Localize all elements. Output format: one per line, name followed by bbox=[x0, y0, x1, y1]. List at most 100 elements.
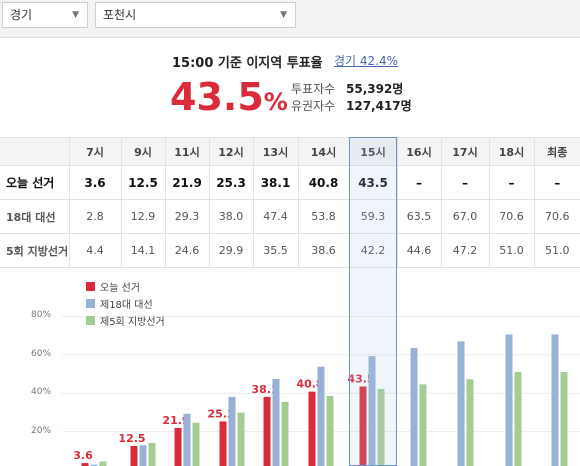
chart-bar bbox=[90, 464, 98, 466]
eligible-label: 유권자수 bbox=[291, 99, 336, 113]
table-row-today: 오늘 선거 3.6 12.5 21.9 25.3 38.1 40.8 43.5 … bbox=[0, 165, 580, 200]
table-cell: 21.9 bbox=[164, 165, 209, 200]
header-hour: 18시 bbox=[488, 137, 534, 166]
table-cell: 4.4 bbox=[68, 233, 121, 268]
table-row-5th-local: 5회 지방선거 4.4 14.1 24.6 29.9 35.5 38.6 42.… bbox=[0, 233, 580, 268]
city-select[interactable]: 포천시 ▼ bbox=[95, 2, 296, 28]
table-cell: 42.2 bbox=[348, 233, 397, 268]
region-select-bar: 경기 ▼ 포천시 ▼ bbox=[0, 0, 580, 38]
chart-bar bbox=[130, 446, 138, 466]
header-final: 최종 bbox=[533, 137, 580, 166]
chart-bar bbox=[237, 412, 245, 466]
data-label: 12.5 bbox=[118, 432, 145, 445]
chart-bar bbox=[272, 378, 280, 466]
legend-swatch bbox=[86, 316, 95, 325]
table-cell: 70.6 bbox=[533, 199, 580, 234]
legend-label: 제18대 대선 bbox=[100, 300, 153, 311]
table-cell: – bbox=[533, 165, 580, 200]
legend-swatch bbox=[86, 282, 95, 291]
table-cell: 29.3 bbox=[164, 199, 209, 234]
chart-bar bbox=[192, 422, 200, 466]
chart-bar bbox=[183, 413, 191, 466]
table-cell: 44.6 bbox=[396, 233, 441, 268]
table-cell: 2.8 bbox=[68, 199, 121, 234]
table-cell: 38.0 bbox=[208, 199, 253, 234]
table-cell: 25.3 bbox=[208, 165, 253, 200]
header-hour: 16시 bbox=[396, 137, 441, 166]
table-cell: 51.0 bbox=[533, 233, 580, 268]
chart-bar bbox=[317, 366, 325, 466]
chevron-down-icon: ▼ bbox=[72, 10, 79, 20]
chart-bar bbox=[551, 334, 559, 466]
chart-bar bbox=[368, 356, 376, 466]
header-hour: 12시 bbox=[208, 137, 253, 166]
header-hour: 17시 bbox=[440, 137, 489, 166]
table-header-row: 7시 9시 11시 12시 13시 14시 15시 16시 17시 18시 최종 bbox=[0, 137, 580, 166]
data-label: 40.8 bbox=[296, 378, 323, 391]
chart-bar bbox=[263, 396, 271, 466]
table-cell: – bbox=[440, 165, 489, 200]
table-cell: 53.8 bbox=[297, 199, 349, 234]
legend-swatch bbox=[86, 299, 95, 308]
table-cell: 38.1 bbox=[252, 165, 298, 200]
table-cell: 24.6 bbox=[164, 233, 209, 268]
table-cell: 12.9 bbox=[120, 199, 165, 234]
chart-bar bbox=[377, 388, 385, 466]
chart-legend: 오늘 선거 제18대 대선 제5회 지방선거 bbox=[86, 278, 165, 329]
chart-bar bbox=[228, 397, 236, 466]
chart-bar bbox=[99, 461, 107, 466]
y-tick-label: 60% bbox=[31, 348, 52, 359]
row-label: 18대 대선 bbox=[0, 199, 69, 234]
legend-item-18th-presidential: 제18대 대선 bbox=[86, 295, 165, 312]
header-hour: 13시 bbox=[252, 137, 298, 166]
province-select[interactable]: 경기 ▼ bbox=[2, 2, 88, 28]
turnout-rate-number: 43.5 bbox=[170, 75, 264, 119]
header-hour: 9시 bbox=[120, 137, 165, 166]
y-tick-label: 40% bbox=[31, 387, 52, 398]
table-cell: – bbox=[488, 165, 534, 200]
table-cell: 47.4 bbox=[252, 199, 298, 234]
legend-item-today: 오늘 선거 bbox=[86, 278, 165, 295]
chart-bar bbox=[174, 427, 182, 466]
table-row-18th-presidential: 18대 대선 2.8 12.9 29.3 38.0 47.4 53.8 59.3… bbox=[0, 199, 580, 234]
province-select-value: 경기 bbox=[10, 8, 33, 22]
table-cell: 70.6 bbox=[488, 199, 534, 234]
turnout-rate-unit: % bbox=[263, 88, 288, 116]
table-cell: 14.1 bbox=[120, 233, 165, 268]
turnout-chart: 3.6 12.5 21.9 25.3 38.1 40.8 43.5 bbox=[0, 276, 580, 466]
chart-bar bbox=[308, 391, 316, 466]
data-label: 38.1 bbox=[251, 383, 278, 396]
data-label: 3.6 bbox=[73, 449, 93, 462]
city-select-value: 포천시 bbox=[103, 8, 137, 22]
chart-bar bbox=[514, 372, 522, 466]
data-label: 43.5 bbox=[347, 372, 374, 385]
chart-bar bbox=[505, 334, 513, 466]
table-cell: 35.5 bbox=[252, 233, 298, 268]
y-tick-label: 80% bbox=[31, 310, 52, 321]
table-cell: 43.5 bbox=[348, 165, 397, 200]
province-rate-link[interactable]: 경기 42.4% bbox=[334, 54, 399, 68]
legend-label: 오늘 선거 bbox=[100, 283, 140, 294]
table-cell: 47.2 bbox=[440, 233, 489, 268]
header-blank bbox=[0, 137, 69, 166]
chart-bar bbox=[139, 445, 147, 466]
eligible-value: 127,417명 bbox=[346, 99, 412, 113]
chart-bar bbox=[410, 348, 418, 466]
data-label: 25.3 bbox=[207, 407, 234, 420]
table-cell: 67.0 bbox=[440, 199, 489, 234]
chevron-down-icon: ▼ bbox=[280, 10, 287, 20]
header-hour: 15시 bbox=[348, 137, 397, 166]
chart-bar bbox=[560, 372, 568, 466]
chart-bar bbox=[457, 341, 465, 466]
chart-bar bbox=[466, 379, 474, 466]
header-hour: 7시 bbox=[68, 137, 121, 166]
chart-bar bbox=[219, 421, 227, 466]
table-cell: 38.6 bbox=[297, 233, 349, 268]
table-cell: 51.0 bbox=[488, 233, 534, 268]
summary-title: 15:00 기준 이지역 투표율 bbox=[172, 56, 323, 71]
voters-label: 투표자수 bbox=[291, 82, 336, 96]
turnout-chart-svg: 3.6 12.5 21.9 25.3 38.1 40.8 43.5 bbox=[62, 315, 580, 466]
turnout-rate: 43.5% bbox=[170, 74, 288, 125]
table-cell: – bbox=[396, 165, 441, 200]
table-cell: 63.5 bbox=[396, 199, 441, 234]
